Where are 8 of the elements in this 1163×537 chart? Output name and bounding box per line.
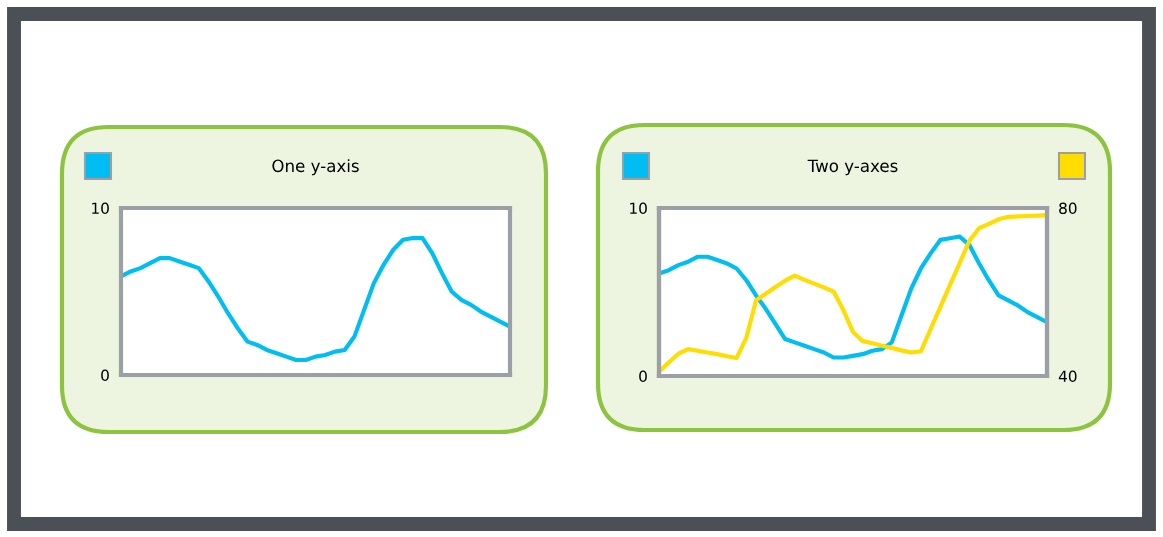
- y-tick-label: 0: [101, 369, 109, 382]
- y-tick-label: 0: [639, 370, 647, 383]
- chart-title: One y-axis: [272, 159, 359, 176]
- y2-tick-label: 40: [1058, 370, 1077, 383]
- y-tick-label: 10: [630, 202, 647, 215]
- y2-tick-label: 80: [1059, 202, 1077, 215]
- chart-title: Two y-axes: [807, 159, 898, 176]
- y-tick-label: 10: [92, 202, 109, 215]
